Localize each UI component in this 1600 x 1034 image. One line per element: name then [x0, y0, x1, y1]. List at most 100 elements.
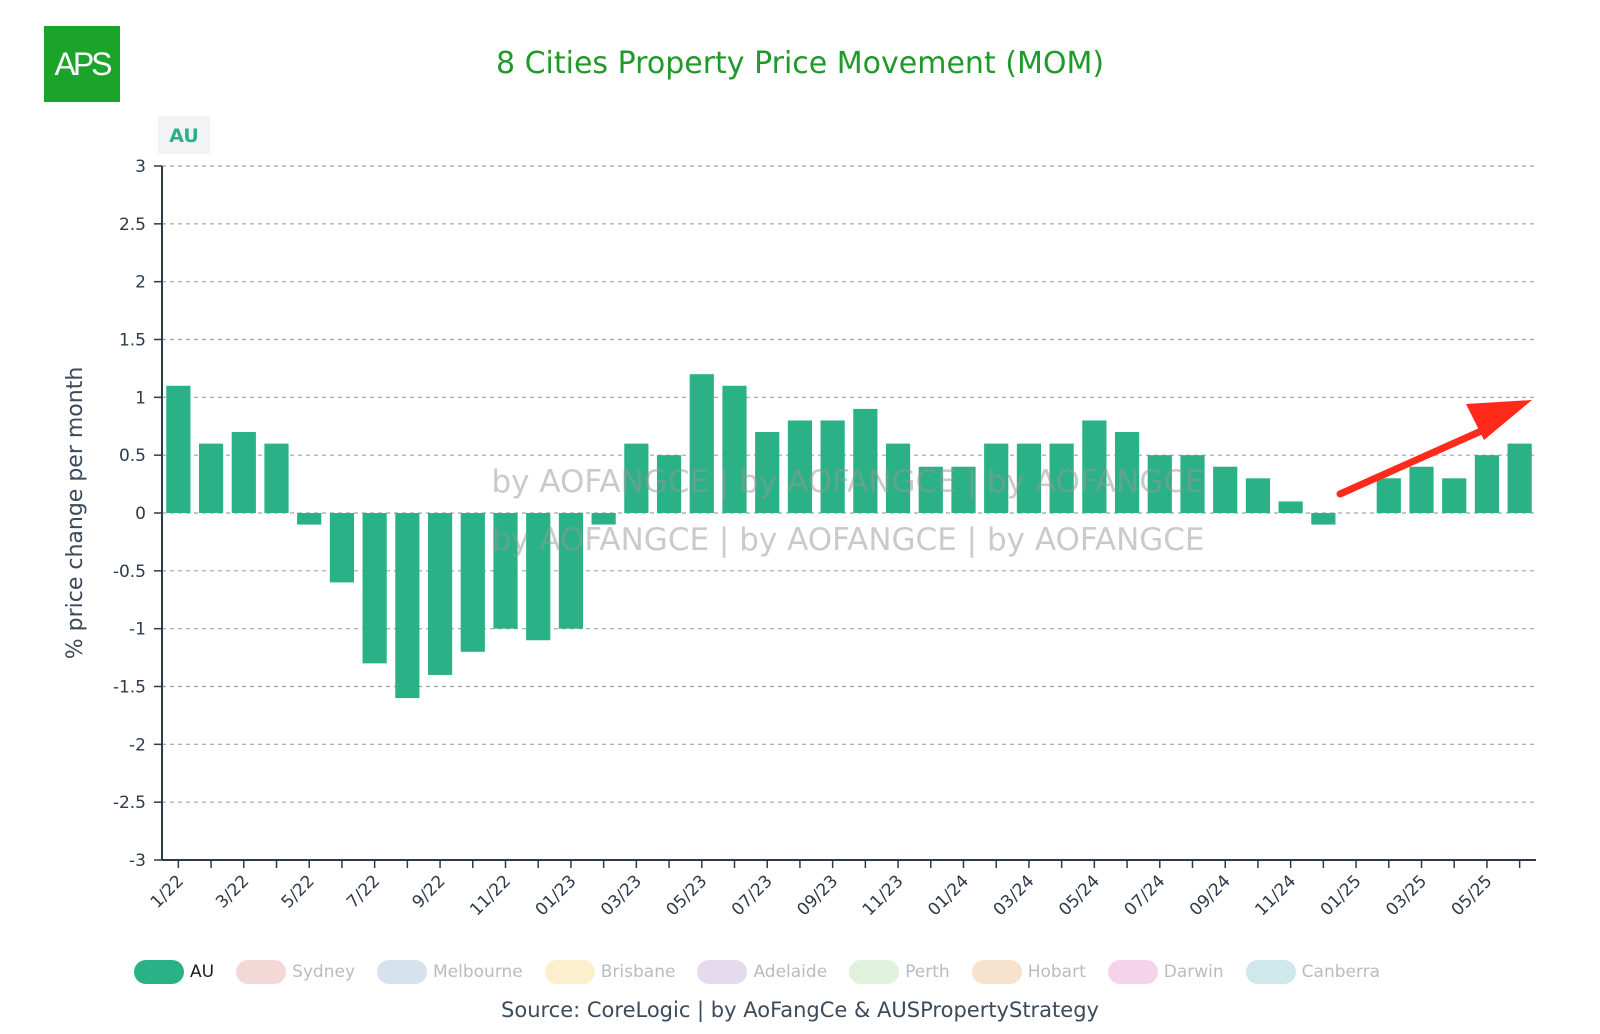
x-tick-label: 05/23	[663, 871, 712, 920]
legend-label: Hobart	[1027, 962, 1086, 982]
bar[interactable]	[297, 513, 322, 525]
y-tick-label: -0.5	[113, 562, 146, 582]
bar[interactable]	[395, 513, 420, 699]
legend-label: Adelaide	[753, 962, 828, 982]
legend-label: AU	[190, 962, 215, 982]
bar[interactable]	[755, 432, 780, 513]
bar[interactable]	[1507, 443, 1532, 513]
x-axis-ticks: 1/22 3/22 5/22 7/22 9/22 11/22 01/23 03/23 05/23…	[147, 860, 1521, 920]
x-tick-label: 03/24	[990, 871, 1039, 920]
bar[interactable]	[1278, 501, 1303, 513]
legend-label: Canberra	[1301, 962, 1381, 982]
y-tick-label: 2	[135, 273, 146, 293]
y-tick-label: -1	[129, 620, 146, 640]
x-tick-label: 11/22	[466, 871, 515, 920]
legend-item-brisbane[interactable]: Brisbane	[544, 960, 676, 984]
bar[interactable]	[1409, 466, 1434, 513]
bar[interactable]	[787, 420, 813, 513]
legend-item-hobart[interactable]: Hobart	[971, 960, 1086, 984]
x-tick-label: 01/25	[1317, 871, 1366, 920]
bar[interactable]	[885, 443, 911, 513]
logo-text: APS	[54, 45, 112, 82]
legend-label: Brisbane	[600, 962, 676, 982]
legend-swatch	[697, 960, 748, 984]
y-axis-label: % price change per month	[63, 367, 88, 660]
legend-label: Perth	[905, 962, 950, 982]
legend-item-melbourne[interactable]: Melbourne	[377, 960, 523, 984]
x-tick-label: 5/22	[278, 871, 319, 912]
bar-series-au[interactable]	[166, 374, 1532, 699]
bar[interactable]	[460, 513, 485, 652]
bar[interactable]	[1442, 478, 1467, 513]
x-tick-label: 07/23	[728, 871, 777, 920]
bar[interactable]	[951, 466, 976, 513]
y-tick-label: 0.5	[119, 446, 146, 466]
bar[interactable]	[624, 443, 649, 513]
bar[interactable]	[166, 385, 191, 513]
x-tick-label: 11/24	[1251, 871, 1300, 920]
watermark-line-1: by AOFANGCE | by AOFANGCE | by AOFANGCE	[491, 464, 1204, 500]
y-axis-ticks: 3 2.5 2 1.5 1 0.5 0 -0.5 -1 -1.5 -2 -2.5 -3	[113, 157, 162, 871]
bar[interactable]	[558, 513, 584, 629]
x-tick-label: 09/23	[793, 871, 842, 920]
bar[interactable]	[1016, 443, 1042, 513]
bar[interactable]	[1311, 513, 1336, 525]
gridlines	[162, 165, 1536, 803]
bar[interactable]	[1082, 420, 1107, 513]
y-tick-label: -3	[129, 851, 146, 871]
chart-title: 8 Cities Property Price Movement (MOM)	[495, 46, 1105, 81]
bar[interactable]	[722, 385, 747, 513]
bar[interactable]	[231, 432, 256, 513]
aps-logo: APS	[44, 26, 120, 102]
y-tick-label: 3	[135, 157, 146, 177]
badge-background	[158, 116, 210, 154]
legend-item-darwin[interactable]: Darwin	[1107, 960, 1224, 984]
legend-item-perth[interactable]: Perth	[849, 960, 950, 984]
x-tick-label: 03/23	[597, 871, 646, 920]
arrow-head	[1466, 400, 1532, 440]
bar[interactable]	[656, 455, 682, 513]
bar[interactable]	[984, 443, 1009, 513]
legend-swatch	[377, 960, 428, 984]
bar[interactable]	[427, 513, 453, 675]
bar[interactable]	[918, 466, 943, 513]
bar[interactable]	[591, 513, 616, 525]
x-tick-label: 07/24	[1121, 871, 1170, 920]
x-tick-label: 9/22	[408, 871, 449, 912]
bar[interactable]	[1180, 455, 1205, 513]
bar[interactable]	[820, 420, 845, 513]
bar[interactable]	[526, 513, 551, 641]
bar[interactable]	[1474, 455, 1500, 513]
legend-item-canberra[interactable]: Canberra	[1245, 960, 1381, 984]
y-tick-label: -2.5	[113, 793, 146, 813]
watermark: by AOFANGCE | by AOFANGCE | by AOFANGCE b…	[491, 464, 1204, 558]
bar[interactable]	[362, 513, 387, 664]
x-tick-label: 05/24	[1055, 871, 1104, 920]
bar[interactable]	[1376, 478, 1401, 513]
bar[interactable]	[493, 513, 518, 629]
legend-swatch	[1107, 960, 1158, 984]
legend-label: Melbourne	[433, 962, 523, 982]
bar[interactable]	[329, 513, 355, 583]
legend-item-sydney[interactable]: Sydney	[236, 960, 355, 984]
bar[interactable]	[1213, 466, 1238, 513]
legend-item-au[interactable]: AU	[134, 960, 214, 984]
x-tick-label: 09/24	[1186, 871, 1235, 920]
bar[interactable]	[264, 443, 289, 513]
bar[interactable]	[1114, 432, 1140, 513]
bar[interactable]	[198, 443, 224, 513]
legend-swatch	[1245, 960, 1296, 984]
legend-item-adelaide[interactable]: Adelaide	[697, 960, 827, 984]
bar[interactable]	[1147, 455, 1172, 513]
legend-swatch	[236, 960, 287, 984]
bar[interactable]	[1245, 478, 1271, 513]
bar[interactable]	[853, 408, 878, 513]
x-tick-label: 05/25	[1448, 871, 1497, 920]
bar[interactable]	[689, 374, 714, 513]
bar[interactable]	[1049, 443, 1074, 513]
y-tick-label: 0	[135, 504, 146, 524]
series-badge: AU	[158, 116, 210, 154]
y-tick-label: -2	[129, 735, 146, 755]
x-tick-label: 11/23	[859, 871, 908, 920]
axes	[161, 166, 1536, 861]
